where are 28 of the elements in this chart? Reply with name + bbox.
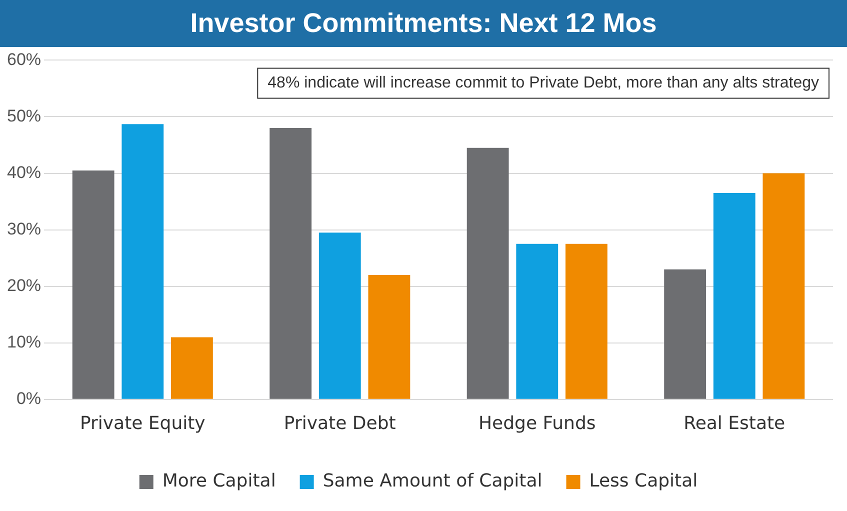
legend-label: More Capital (162, 470, 276, 492)
y-tick-label: 20% (6, 276, 42, 296)
legend-label: Same Amount of Capital (322, 470, 542, 492)
bar (171, 337, 213, 399)
chart-title: Investor Commitments: Next 12 Mos (0, 0, 847, 47)
bar (270, 128, 312, 399)
y-tick-label: 40% (6, 162, 42, 182)
bar (664, 269, 706, 399)
bar (762, 173, 805, 399)
bar (72, 170, 114, 399)
bar (122, 124, 164, 399)
x-tick-label: Real Estate (684, 412, 786, 434)
y-tick-label: 0% (16, 389, 42, 408)
y-tick-label: 60% (6, 50, 42, 69)
y-tick-label: 30% (6, 219, 42, 238)
bar (318, 232, 361, 399)
y-tick-label: 50% (6, 106, 42, 126)
x-tick-label: Hedge Funds (478, 412, 596, 434)
x-tick-label: Private Equity (80, 412, 206, 434)
legend-label: Less Capital (589, 470, 698, 492)
annotation: 48% indicate will increase commit to Private Debt, more than any alts strategy (268, 74, 820, 92)
bar (368, 275, 410, 399)
bar (516, 244, 558, 399)
bar (713, 193, 756, 399)
x-tick-label: Private Debt (284, 412, 396, 434)
bar (565, 244, 608, 399)
bar (466, 148, 509, 399)
y-tick-label: 10% (6, 332, 42, 352)
